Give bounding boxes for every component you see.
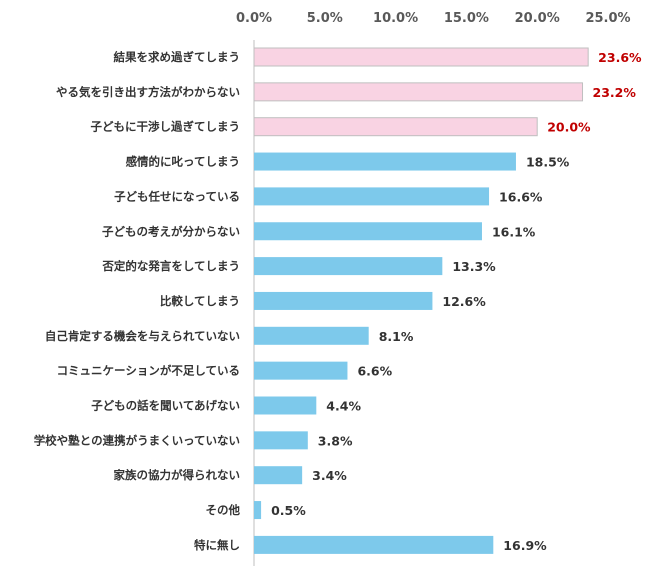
value-label: 3.8% bbox=[318, 433, 353, 448]
category-label: 比較してしまう bbox=[160, 294, 240, 308]
bar bbox=[254, 361, 348, 380]
x-tick-label: 5.0% bbox=[307, 11, 343, 26]
category-label: 結果を求め過ぎてしまう bbox=[114, 50, 241, 64]
value-label: 23.2% bbox=[593, 85, 637, 100]
value-labels: 23.6% 23.2% 20.0% 18.5% 16.6% 16.1% 13.3% 12.6%… bbox=[271, 50, 642, 553]
value-label: 16.9% bbox=[503, 538, 547, 553]
bar bbox=[254, 257, 443, 276]
category-label: 子どもに干渉し過ぎてしまう bbox=[91, 120, 241, 134]
x-tick-label: 0.0% bbox=[236, 11, 272, 26]
value-label: 23.6% bbox=[598, 50, 642, 65]
x-tick-label: 15.0% bbox=[444, 11, 489, 26]
value-label: 16.6% bbox=[499, 189, 543, 204]
bar bbox=[254, 152, 516, 171]
category-label: 子どもの話を聞いてあげない bbox=[91, 399, 240, 413]
category-labels: 結果を求め過ぎてしまうやる気を引き出す方法がわからない子どもに干渉し過ぎてしまう… bbox=[34, 50, 241, 552]
bar bbox=[254, 431, 308, 450]
bar bbox=[254, 187, 490, 206]
bar bbox=[254, 326, 369, 345]
category-label: 否定的な発言をしてしまう bbox=[101, 259, 240, 273]
value-label: 6.6% bbox=[357, 364, 392, 379]
value-label: 0.5% bbox=[271, 503, 306, 518]
value-label: 13.3% bbox=[452, 259, 496, 274]
bar bbox=[254, 222, 482, 241]
bar bbox=[254, 501, 262, 520]
category-label: 特に無し bbox=[194, 538, 240, 552]
category-label: 学校や塾との連携がうまくいっていない bbox=[34, 433, 240, 447]
bar bbox=[254, 466, 303, 485]
bar bbox=[253, 117, 538, 137]
x-tick-label: 10.0% bbox=[373, 11, 418, 26]
bar bbox=[254, 535, 494, 554]
bar bbox=[254, 291, 433, 310]
x-tick-label: 25.0% bbox=[585, 11, 630, 26]
value-label: 8.1% bbox=[379, 329, 414, 344]
x-tick-label: 20.0% bbox=[515, 11, 560, 26]
bar bbox=[254, 396, 317, 415]
category-label: 子ども任せになっている bbox=[114, 189, 240, 203]
category-label: 感情的に叱ってしまう bbox=[126, 155, 240, 169]
bars bbox=[253, 47, 589, 554]
value-label: 18.5% bbox=[526, 155, 570, 170]
bar bbox=[253, 47, 589, 67]
value-label: 20.0% bbox=[547, 120, 591, 135]
bar bbox=[253, 82, 584, 102]
value-label: 3.4% bbox=[312, 468, 347, 483]
category-label: 自己肯定する機会を与えられていない bbox=[45, 329, 240, 343]
category-label: コミュニケーションが不足している bbox=[57, 364, 240, 378]
category-label: その他 bbox=[206, 503, 241, 517]
category-label: 家族の協力が得られない bbox=[114, 468, 241, 482]
value-label: 12.6% bbox=[442, 294, 486, 309]
category-label: 子どもの考えが分からない bbox=[102, 224, 240, 238]
value-label: 16.1% bbox=[492, 224, 536, 239]
x-axis-ticks: 0.0% 5.0% 10.0% 15.0% 20.0% 25.0% bbox=[236, 11, 631, 26]
category-label: やる気を引き出す方法がわからない bbox=[56, 85, 240, 99]
value-label: 4.4% bbox=[326, 399, 361, 414]
